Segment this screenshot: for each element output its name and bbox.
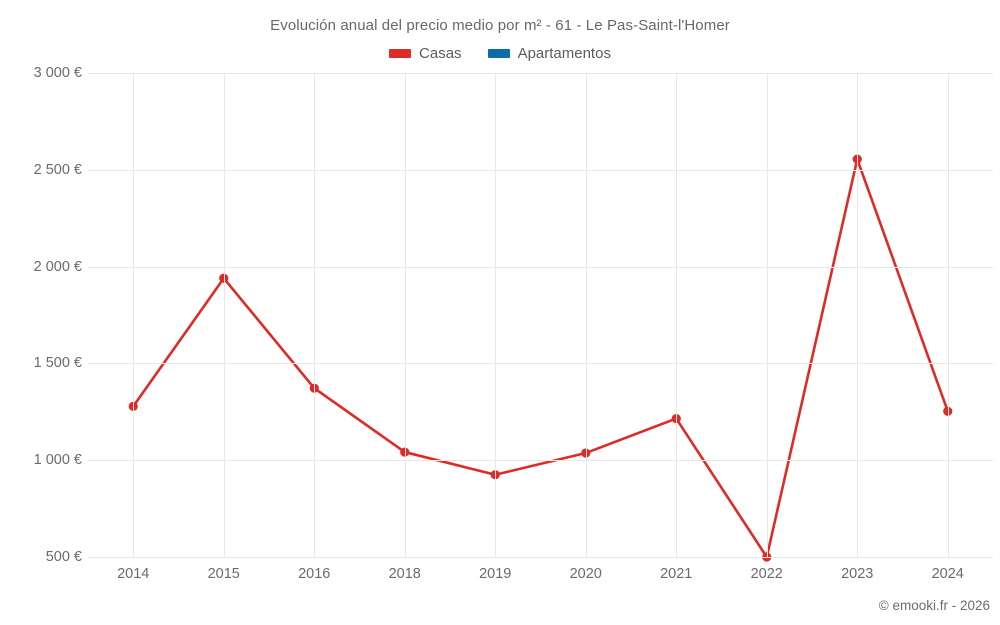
y-gridline bbox=[88, 169, 993, 171]
y-tick-label: 2 000 € bbox=[33, 258, 82, 275]
legend-label-casas: Casas bbox=[419, 45, 462, 62]
x-gridline bbox=[133, 73, 135, 557]
x-gridline bbox=[947, 73, 949, 557]
y-tick-label: 500 € bbox=[45, 549, 82, 565]
y-tick-label: 3 000 € bbox=[33, 65, 82, 81]
x-gridline bbox=[314, 73, 316, 557]
x-gridline bbox=[676, 73, 678, 557]
y-gridline bbox=[88, 460, 993, 462]
x-tick-label: 2023 bbox=[841, 566, 874, 582]
y-gridline bbox=[88, 73, 993, 74]
x-tick-label: 2020 bbox=[569, 566, 602, 582]
y-tick-label: 2 500 € bbox=[33, 161, 82, 178]
legend-item-casas[interactable]: Casas bbox=[389, 45, 462, 62]
chart-title: Evolución anual del precio medio por m² … bbox=[270, 17, 730, 34]
x-gridline bbox=[223, 73, 225, 557]
legend-label-apartamentos: Apartamentos bbox=[517, 45, 611, 62]
x-tick-label: 2019 bbox=[479, 566, 512, 582]
y-tick-label: 1 000 € bbox=[33, 452, 82, 469]
data-point[interactable] bbox=[309, 383, 319, 393]
x-gridline bbox=[495, 73, 497, 557]
x-gridline bbox=[404, 73, 406, 557]
x-tick-label: 2016 bbox=[298, 566, 331, 582]
data-point[interactable] bbox=[219, 273, 229, 283]
y-gridline bbox=[88, 363, 993, 365]
series-line-casas bbox=[131, 157, 950, 559]
legend-item-apartamentos[interactable]: Apartamentos bbox=[487, 45, 611, 62]
x-tick-label: 2024 bbox=[931, 566, 964, 582]
x-gridline bbox=[585, 73, 587, 557]
x-tick-label: 2018 bbox=[388, 566, 421, 582]
x-gridline bbox=[766, 73, 768, 557]
y-gridline bbox=[88, 266, 993, 268]
y-axis: 500 € 1 000 € 1 500 € 2 000 € 2 500 € 3 000 € bbox=[0, 65, 82, 565]
plot-area bbox=[88, 73, 993, 562]
y-tick-label: 1 500 € bbox=[33, 355, 82, 372]
y-gridline bbox=[88, 557, 993, 558]
legend-swatch-casas bbox=[389, 49, 412, 58]
x-tick-label: 2022 bbox=[750, 566, 783, 582]
footer-credit: © emooki.fr - 2026 bbox=[878, 598, 990, 613]
legend-swatch-apartamentos bbox=[487, 49, 510, 58]
x-tick-label: 2015 bbox=[207, 566, 240, 582]
x-tick-label: 2021 bbox=[660, 566, 693, 582]
x-tick-label: 2014 bbox=[117, 566, 150, 582]
chart-legend: Casas Apartamentos bbox=[0, 45, 1000, 62]
x-gridline bbox=[857, 73, 859, 557]
